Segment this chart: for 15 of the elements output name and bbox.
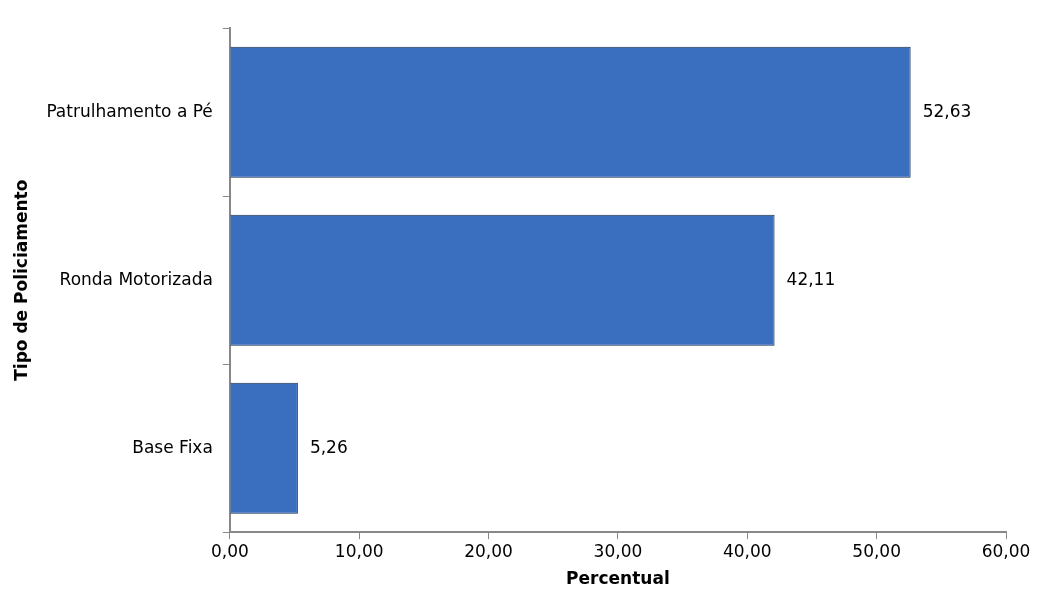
data-label: 42,11: [786, 268, 836, 289]
x-tick-label: 30,00: [593, 540, 643, 561]
x-tick-label: 20,00: [464, 540, 513, 561]
data-label: 52,63: [922, 100, 972, 121]
y-axis-title: Tipo de Policiamento: [10, 179, 31, 381]
x-tick-label: 40,00: [722, 540, 772, 561]
x-axis-title: Percentual: [566, 568, 670, 589]
x-tick-label: 10,00: [334, 540, 384, 561]
x-tick-label: 0,00: [210, 540, 249, 561]
y-tick-label: Patrulhamento a Pé: [46, 100, 213, 121]
x-tick-label: 50,00: [852, 540, 901, 561]
x-tick-label: 60,00: [981, 540, 1031, 561]
data-label: 5,26: [309, 436, 348, 457]
y-tick-label: Base Fixa: [132, 436, 213, 457]
y-tick-label: Ronda Motorizada: [59, 268, 213, 289]
